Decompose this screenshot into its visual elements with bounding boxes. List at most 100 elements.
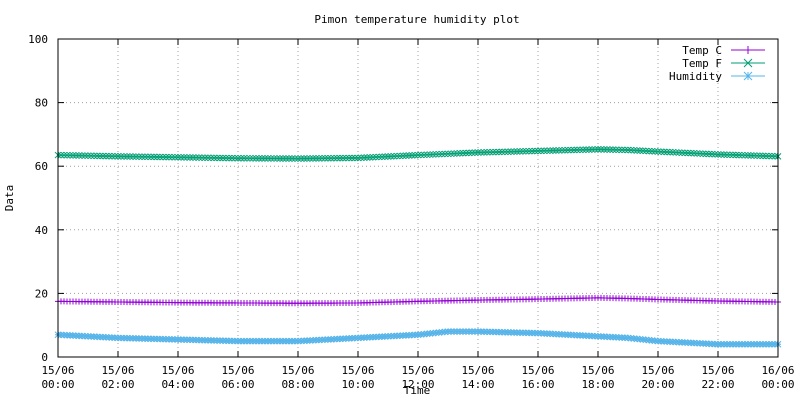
data-point bbox=[633, 147, 641, 154]
data-point bbox=[60, 151, 68, 159]
data-point bbox=[732, 151, 740, 159]
data-point bbox=[231, 154, 239, 162]
data-point bbox=[444, 150, 452, 158]
axis-ticks: 02040608010015/0600:0015/0602:0015/0604:… bbox=[28, 33, 794, 391]
data-point bbox=[690, 149, 698, 157]
x-tick-label-time: 22:00 bbox=[701, 378, 734, 391]
x-tick-label-date: 15/06 bbox=[581, 364, 614, 377]
data-point bbox=[345, 154, 353, 162]
data-point bbox=[228, 154, 236, 162]
y-tick-label: 20 bbox=[35, 287, 48, 300]
x-tick-label-time: 12:00 bbox=[401, 378, 434, 391]
data-point bbox=[177, 153, 185, 161]
data-point bbox=[411, 151, 419, 159]
data-point bbox=[309, 155, 317, 162]
data-point bbox=[297, 155, 305, 162]
data-point bbox=[387, 153, 395, 160]
data-point bbox=[144, 153, 152, 161]
data-point bbox=[624, 146, 632, 154]
data-point bbox=[171, 153, 179, 161]
x-tick-label-date: 15/06 bbox=[101, 364, 134, 377]
x-axis-label: Time bbox=[404, 384, 431, 397]
data-point bbox=[609, 146, 617, 154]
data-point bbox=[201, 154, 209, 162]
chart-title: Pimon temperature humidity plot bbox=[314, 13, 519, 26]
data-point bbox=[648, 147, 656, 155]
data-point bbox=[186, 154, 194, 161]
data-point bbox=[69, 152, 77, 159]
data-point bbox=[534, 147, 542, 155]
data-point bbox=[93, 152, 101, 160]
data-point bbox=[684, 149, 692, 157]
data-point bbox=[468, 149, 476, 157]
data-point bbox=[450, 150, 458, 157]
data-point bbox=[528, 147, 536, 155]
data-point bbox=[693, 150, 701, 157]
data-point bbox=[390, 152, 398, 160]
data-point bbox=[84, 152, 92, 160]
data-point bbox=[513, 148, 521, 155]
data-point bbox=[288, 155, 296, 162]
data-point bbox=[192, 154, 200, 161]
x-tick-label-time: 06:00 bbox=[221, 378, 254, 391]
data-point bbox=[729, 151, 737, 159]
x-tick-label-date: 16/06 bbox=[761, 364, 794, 377]
data-point bbox=[765, 152, 773, 160]
data-point bbox=[375, 153, 383, 161]
data-point bbox=[369, 153, 377, 161]
legend-label: Humidity bbox=[669, 70, 722, 83]
data-point bbox=[240, 154, 248, 162]
data-point bbox=[498, 148, 506, 156]
data-point bbox=[510, 148, 518, 155]
data-point bbox=[237, 154, 245, 162]
data-point bbox=[153, 153, 161, 161]
data-point bbox=[447, 150, 455, 158]
data-point bbox=[576, 146, 584, 154]
data-point bbox=[141, 153, 149, 161]
data-point bbox=[333, 154, 341, 162]
data-point bbox=[168, 153, 176, 161]
data-point bbox=[543, 147, 551, 155]
x-tick-label-time: 08:00 bbox=[281, 378, 314, 391]
legend-entry: Temp F bbox=[682, 57, 765, 70]
data-point bbox=[420, 151, 428, 159]
data-point bbox=[312, 155, 320, 162]
data-point bbox=[114, 152, 122, 160]
data-point bbox=[738, 151, 746, 159]
data-point bbox=[711, 150, 719, 158]
series-temp-f bbox=[54, 145, 782, 162]
data-point bbox=[504, 148, 512, 156]
legend-label: Temp F bbox=[682, 57, 722, 70]
data-point bbox=[159, 153, 167, 161]
x-tick-label-date: 15/06 bbox=[641, 364, 674, 377]
data-point bbox=[225, 154, 233, 162]
data-point bbox=[747, 152, 755, 159]
data-point bbox=[339, 154, 347, 162]
y-tick-label: 100 bbox=[28, 33, 48, 46]
data-point bbox=[759, 152, 767, 160]
data-point bbox=[138, 153, 146, 161]
data-point bbox=[195, 154, 203, 161]
data-point bbox=[699, 150, 707, 158]
x-tick-label-time: 20:00 bbox=[641, 378, 674, 391]
data-point bbox=[303, 155, 311, 162]
data-point bbox=[372, 153, 380, 161]
data-point bbox=[264, 155, 272, 162]
data-point bbox=[399, 152, 407, 160]
data-point bbox=[705, 150, 713, 158]
data-point bbox=[282, 155, 290, 162]
data-point bbox=[723, 151, 731, 159]
data-point bbox=[180, 154, 188, 161]
data-point bbox=[621, 146, 629, 154]
data-point bbox=[753, 152, 761, 160]
data-point bbox=[234, 154, 242, 162]
legend-marker bbox=[743, 58, 753, 68]
data-point bbox=[702, 150, 710, 158]
data-point bbox=[66, 151, 74, 159]
data-point bbox=[147, 153, 155, 161]
data-point bbox=[678, 149, 686, 157]
data-point bbox=[135, 153, 143, 161]
data-point bbox=[483, 148, 491, 156]
data-point bbox=[336, 154, 344, 162]
data-point bbox=[132, 153, 140, 160]
